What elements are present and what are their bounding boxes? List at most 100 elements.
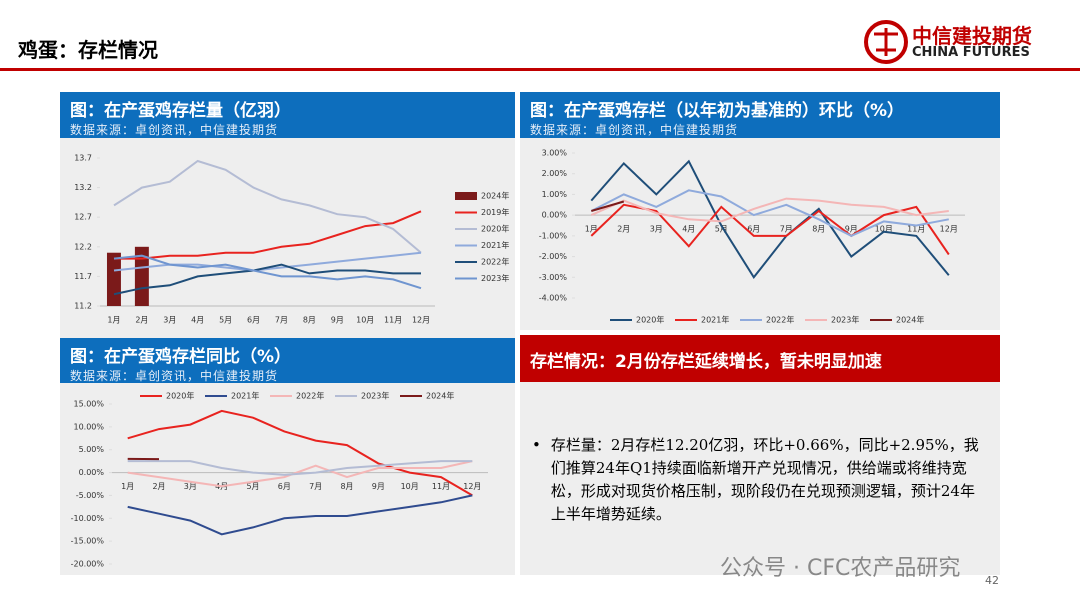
line [590, 197, 949, 223]
title: 图：在产蛋鸡存栏量（亿羽） [70, 101, 291, 121]
line [590, 203, 950, 256]
line [113, 263, 421, 296]
panel [520, 138, 1000, 330]
line [127, 494, 473, 536]
textbox-body-row: • 存栏量：2月存栏12.20亿羽，环比+0.66%，同比+2.95%，我们推算2… [532, 434, 987, 526]
legend-label: 2021年 [701, 315, 729, 325]
x-tick-label: 9月 [372, 482, 385, 491]
legend-label: 2022年 [296, 391, 324, 401]
textbox-body: 存栏量：2月存栏12.20亿羽，环比+0.66%，同比+2.95%，我们推算24… [550, 436, 979, 523]
y-tick-label: 15.00% [73, 400, 104, 409]
legend-label: 2021年 [231, 391, 259, 401]
line [127, 460, 473, 476]
legend-label: 2020年 [481, 224, 509, 234]
legend-label: 2024年 [481, 191, 509, 201]
x-tick-label: 7月 [309, 482, 322, 491]
line [127, 409, 473, 497]
logo-icon [864, 20, 908, 64]
x-tick-label: 8月 [812, 225, 825, 234]
source: 数据来源：卓创资讯，中信建投期货 [70, 369, 279, 383]
x-tick-label: 11月 [907, 225, 925, 234]
x-tick-label: 11月 [384, 316, 402, 325]
y-tick-label: 2.00% [542, 169, 568, 178]
x-tick-label: 9月 [331, 316, 344, 325]
header-title: 鸡蛋：存栏情况 [18, 38, 158, 62]
y-tick-label: 11.2 [74, 302, 92, 311]
y-tick-label: 13.2 [74, 183, 92, 192]
x-tick-label: 12月 [412, 316, 430, 325]
x-tick-label: 4月 [682, 225, 695, 234]
y-tick-label: 11.7 [74, 272, 92, 281]
line [113, 159, 422, 254]
y-tick-label: -15.00% [71, 537, 105, 546]
x-tick-label: 5月 [219, 316, 232, 325]
y-tick-label: -3.00% [539, 273, 568, 282]
y-tick-label: 12.7 [74, 213, 92, 222]
line [114, 210, 422, 260]
legend-label: 2019年 [481, 207, 509, 217]
x-tick-label: 4月 [191, 316, 204, 325]
x-tick-label: 5月 [715, 225, 728, 234]
logo-cn: 中信建投期货 [912, 24, 1032, 48]
y-tick-label: 0.00% [79, 468, 105, 477]
x-tick-label: 2月 [617, 225, 630, 234]
title: 图：在产蛋鸡存栏同比（%） [70, 347, 292, 367]
legend-label: 2023年 [481, 273, 509, 283]
x-tick-label: 12月 [463, 482, 481, 491]
line [590, 159, 950, 280]
x-tick-label: 10月 [401, 482, 419, 491]
y-tick-label: 5.00% [79, 445, 105, 454]
header-rule [0, 68, 1080, 71]
y-tick-label: -4.00% [539, 294, 568, 303]
y-tick-label: -10.00% [71, 514, 105, 523]
line [591, 200, 625, 212]
panel-title: 图：在产蛋鸡存栏量（亿羽） 数据来源：卓创资讯，中信建投期货 [60, 92, 515, 138]
panel-title: 图：在产蛋鸡存栏（以年初为基准的）环比（%） 数据来源：卓创资讯，中信建投期货 [520, 92, 1000, 138]
line [590, 189, 949, 238]
x-tick-label: 6月 [278, 482, 291, 491]
legend-label: 2020年 [166, 391, 194, 401]
y-tick-label: -2.00% [539, 252, 568, 261]
x-tick-label: 12月 [940, 225, 958, 234]
legend-label: 2021年 [481, 240, 509, 250]
x-tick-label: 6月 [247, 316, 260, 325]
bar [106, 252, 121, 306]
legend-swatch [455, 192, 477, 200]
panel-title: 图：在产蛋鸡存栏同比（%） 数据来源：卓创资讯，中信建投期货 [60, 338, 515, 383]
x-tick-label: 1月 [107, 316, 120, 325]
y-tick-label: 3.00% [542, 149, 568, 158]
source: 数据来源：卓创资讯，中信建投期货 [70, 123, 279, 137]
x-tick-label: 1月 [585, 225, 598, 234]
legend-label: 2024年 [896, 315, 924, 325]
y-tick-label: 0.00% [542, 211, 568, 220]
textbox-title: 存栏情况：2月份存栏延续增长，暂未明显加速 [520, 335, 1000, 382]
y-tick-label: 13.7 [74, 154, 92, 163]
y-tick-label: -5.00% [76, 491, 105, 500]
x-tick-label: 3月 [184, 482, 197, 491]
y-tick-label: -1.00% [539, 231, 568, 240]
x-tick-label: 1月 [121, 482, 134, 491]
x-tick-label: 10月 [875, 225, 893, 234]
logo-en: CHINA FUTURES [912, 45, 1030, 60]
watermark: 公众号 · CFC农产品研究 [720, 556, 961, 581]
bar [134, 246, 149, 306]
title: 图：在产蛋鸡存栏（以年初为基准的）环比（%） [530, 101, 905, 121]
y-tick-label: -20.00% [71, 560, 105, 569]
y-tick-label: 10.00% [73, 422, 104, 431]
x-tick-label: 10月 [356, 316, 374, 325]
legend-label: 2023年 [831, 315, 859, 325]
legend-label: 2024年 [426, 391, 454, 401]
x-tick-label: 11月 [432, 482, 450, 491]
page-number: 42 [985, 574, 999, 587]
x-tick-label: 5月 [246, 482, 259, 491]
x-tick-label: 8月 [340, 482, 353, 491]
line [113, 251, 422, 272]
legend-label: 2023年 [361, 391, 389, 401]
panel [60, 383, 515, 575]
x-tick-label: 7月 [275, 316, 288, 325]
x-tick-label: 3月 [650, 225, 663, 234]
line [113, 254, 422, 290]
x-tick-label: 8月 [303, 316, 316, 325]
